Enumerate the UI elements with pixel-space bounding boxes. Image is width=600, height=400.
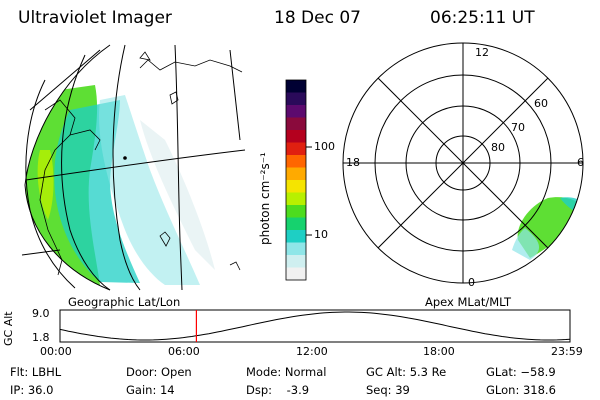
colorbar-segment — [286, 255, 306, 268]
status-gain: Gain: 14 — [126, 383, 175, 397]
colorbar-segment — [286, 105, 306, 118]
colorbar-segment — [286, 80, 306, 93]
colorbar-segment — [286, 92, 306, 106]
timeline-ylabel: GC Alt — [2, 311, 15, 346]
mlat-label-70: 70 — [511, 121, 525, 134]
colorbar-segment — [286, 242, 306, 256]
colorbar-segment — [286, 267, 306, 281]
status-dsp: Dsp: -3.9 — [246, 383, 310, 397]
timeline-xtick-0: 00:00 — [40, 345, 72, 358]
status-glat: GLat: −58.9 — [486, 365, 556, 379]
status-seq: Seq: 39 — [366, 383, 410, 397]
polar-aurora-oval — [512, 197, 583, 260]
geo-aurora-oval — [25, 85, 215, 285]
timeline-xtick-4: 23:59 — [551, 345, 583, 358]
geo-map-label: Geographic Lat/Lon — [68, 295, 181, 309]
app-title: Ultraviolet Imager — [18, 8, 172, 28]
date-label: 18 Dec 07 — [274, 8, 361, 28]
mlat-label-80: 80 — [491, 141, 505, 154]
colorbar-tick-10: 10 — [314, 228, 328, 241]
mlt-label-0: 0 — [468, 276, 475, 289]
colorbar-segment — [286, 155, 306, 168]
time-label: 06:25:11 UT — [430, 8, 535, 28]
timeline-ymax: 9.0 — [32, 307, 50, 320]
mlt-label-12: 12 — [475, 46, 489, 59]
colorbar-segment — [286, 180, 306, 193]
status-door: Door: Open — [126, 365, 192, 379]
timeline-xtick-2: 12:00 — [296, 345, 328, 358]
timeline-ymin: 1.8 — [32, 331, 50, 344]
mlt-label-18: 18 — [346, 156, 360, 169]
status-ip: IP: 36.0 — [10, 383, 54, 397]
colorbar-segment — [286, 205, 306, 218]
mlt-label-6: 6 — [577, 156, 584, 169]
colorbar-segment — [286, 217, 306, 231]
colorbar-segment — [286, 192, 306, 206]
colorbar-segment — [286, 130, 306, 143]
colorbar-tick-100: 100 — [314, 140, 335, 153]
colorbar-segment — [286, 167, 306, 181]
status-gcalt: GC Alt: 5.3 Re — [366, 365, 447, 379]
mlat-label-60: 60 — [534, 97, 548, 110]
polar-plot-label: Apex MLat/MLT — [425, 295, 512, 309]
status-mode: Mode: Normal — [246, 365, 327, 379]
colorbar-segment — [286, 142, 306, 156]
status-glon: GLon: 318.6 — [486, 383, 556, 397]
colorbar-segment — [286, 230, 306, 243]
timeline-xtick-1: 06:00 — [168, 345, 200, 358]
timeline-xtick-3: 18:00 — [423, 345, 455, 358]
colorbar-segment — [286, 117, 306, 131]
status-flt: Flt: LBHL — [10, 365, 62, 379]
